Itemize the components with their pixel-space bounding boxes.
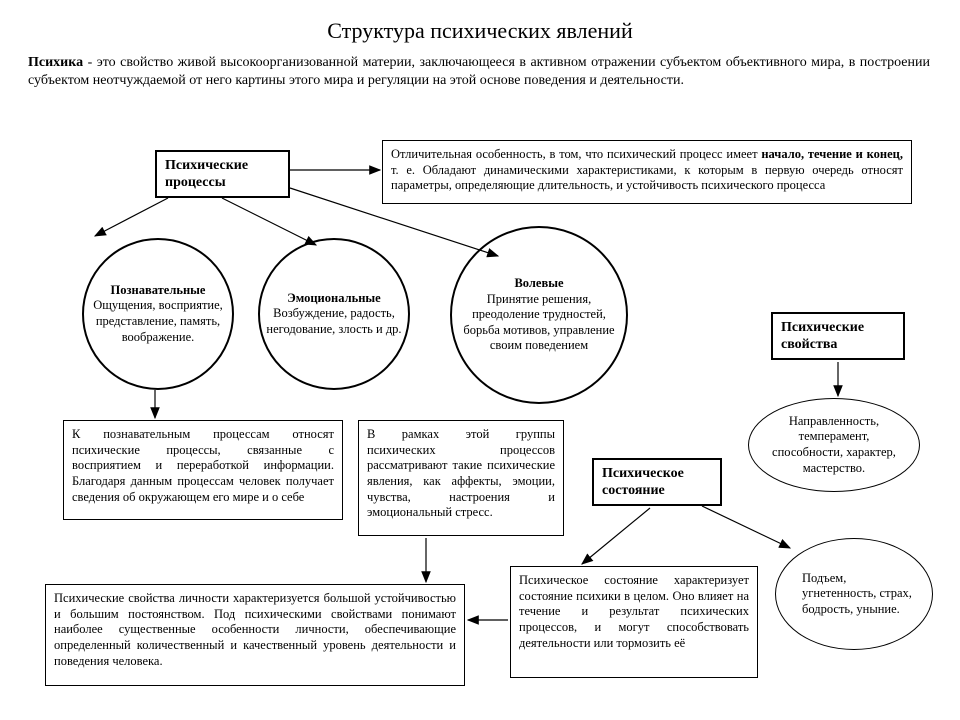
circle-emotional-body: Возбуждение, радость, негодование, злост… xyxy=(266,306,402,337)
ellipse-properties: Направленность, темперамент, способности… xyxy=(748,398,920,492)
intro-bold: Психика xyxy=(28,55,83,70)
box-state-note: Психическое состояние характеризует сост… xyxy=(510,566,758,678)
ellipse-state-text: Подъем, угнетенность, страх, бодрость, у… xyxy=(802,571,918,618)
box-processes-note: Отличительная особенность, в том, что пс… xyxy=(382,140,912,204)
box-processes: Психические процессы xyxy=(155,150,290,198)
box-properties-note: Психические свойства личности характериз… xyxy=(45,584,465,686)
box-properties: Психические свойства xyxy=(771,312,905,360)
circle-volitional: Волевые Принятие решения, преодоление тр… xyxy=(450,226,628,404)
circle-cognitive-body: Ощущения, восприятие, представление, пам… xyxy=(90,298,226,345)
circle-emotional: Эмоциональные Возбуждение, радость, него… xyxy=(258,238,410,390)
cognitive-note-text: К познавательным процессам относят психи… xyxy=(72,427,334,504)
page-title: Структура психических явлений xyxy=(0,18,960,44)
ellipse-properties-text: Направленность, темперамент, способности… xyxy=(763,414,905,477)
box-state: Психическое состояние xyxy=(592,458,722,506)
emotional-note-text: В рамках этой группы психических процесс… xyxy=(367,427,555,519)
box-properties-label: Психические свойства xyxy=(781,319,895,354)
processes-note-pre: Отличительная особенность, в том, что пс… xyxy=(391,147,761,161)
state-note-text: Психическое состояние характеризует сост… xyxy=(519,573,749,650)
processes-note-post: т. е. Обладают динамическими характерист… xyxy=(391,163,903,193)
box-cognitive-note: К познавательным процессам относят психи… xyxy=(63,420,343,520)
circle-volitional-body: Принятие решения, преодоление трудностей… xyxy=(458,292,620,355)
circle-cognitive-hdr: Познавательные xyxy=(90,283,226,299)
properties-note-text: Психические свойства личности характериз… xyxy=(54,591,456,668)
box-emotional-note: В рамках этой группы психических процесс… xyxy=(358,420,564,536)
intro-rest: - это свойство живой высокоорганизованно… xyxy=(28,55,930,88)
processes-note-bold: начало, течение и конец, xyxy=(761,147,903,161)
circle-emotional-hdr: Эмоциональные xyxy=(266,291,402,307)
intro-paragraph: Психика - это свойство живой высокоорган… xyxy=(28,54,930,90)
box-state-label: Психическое состояние xyxy=(602,465,712,500)
ellipse-state: Подъем, угнетенность, страх, бодрость, у… xyxy=(775,538,933,650)
box-processes-label: Психические процессы xyxy=(165,157,280,192)
circle-volitional-hdr: Волевые xyxy=(458,276,620,292)
circle-cognitive: Познавательные Ощущения, восприятие, пре… xyxy=(82,238,234,390)
